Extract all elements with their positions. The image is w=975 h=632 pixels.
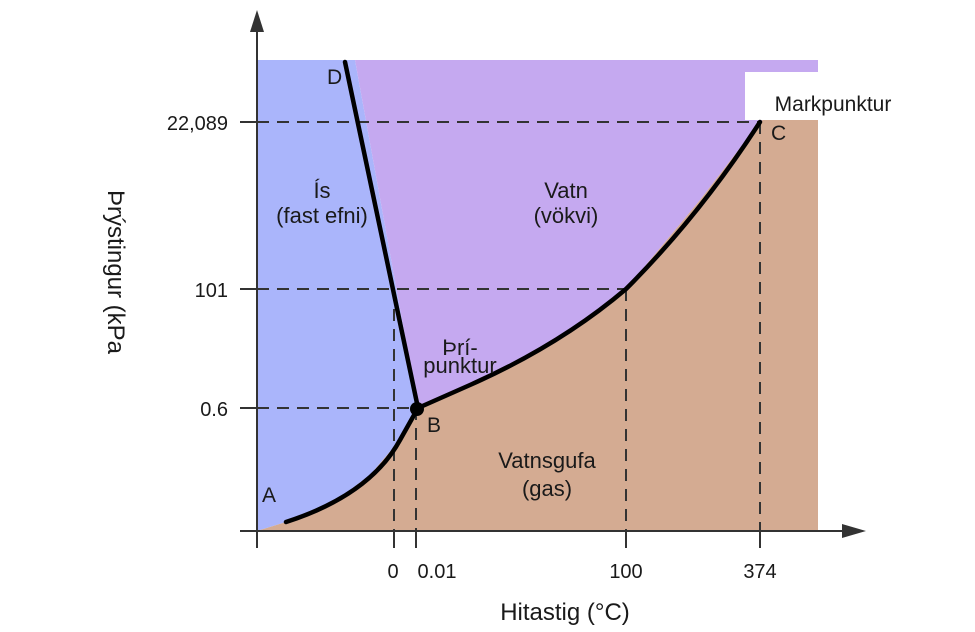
point-label-A: A [262, 484, 276, 507]
liquid-label-1: Vatn [544, 178, 588, 203]
x-tick-label-0.01: 0.01 [418, 561, 457, 583]
point-label-C: C [771, 122, 786, 145]
y-axis-arrow [250, 10, 264, 32]
x-tick-label-100: 100 [609, 561, 642, 583]
critical-point-label: Markpunktur [775, 93, 892, 116]
liquid-label-2: (vökvi) [534, 203, 599, 228]
triple-point-marker [410, 402, 424, 416]
fusion-curve [342, 59, 421, 411]
gas-label-2: (gas) [522, 476, 572, 501]
liquid-region [355, 60, 818, 408]
x-axis-title: Hitastig (°C) [500, 599, 630, 626]
solid-region [257, 60, 418, 531]
gas-label-1: Vatnsgufa [498, 448, 596, 473]
gas-region [257, 75, 818, 531]
x-tick-label-374: 374 [743, 561, 776, 583]
triple-point-label-2: punktur [423, 353, 496, 378]
triple-point-label-1: Þrí- [442, 335, 477, 360]
y-axis-title: Þrýstingur (kPa [102, 190, 129, 355]
sublimation-curve [283, 405, 421, 525]
solid-label-1: Ís [313, 178, 330, 203]
x-axis-arrow [842, 524, 866, 538]
y-tick-label-0.6: 0.6 [200, 399, 228, 421]
point-label-B: B [427, 414, 441, 437]
y-tick-label-101: 101 [195, 280, 228, 302]
solid-label-2: (fast efni) [276, 203, 368, 228]
x-tick-label-0: 0 [387, 561, 398, 583]
y-tick-label-22089: 22,089 [167, 113, 228, 135]
vaporization-curve [415, 119, 763, 411]
point-label-D: D [327, 66, 342, 89]
critical-label-box [745, 72, 910, 120]
